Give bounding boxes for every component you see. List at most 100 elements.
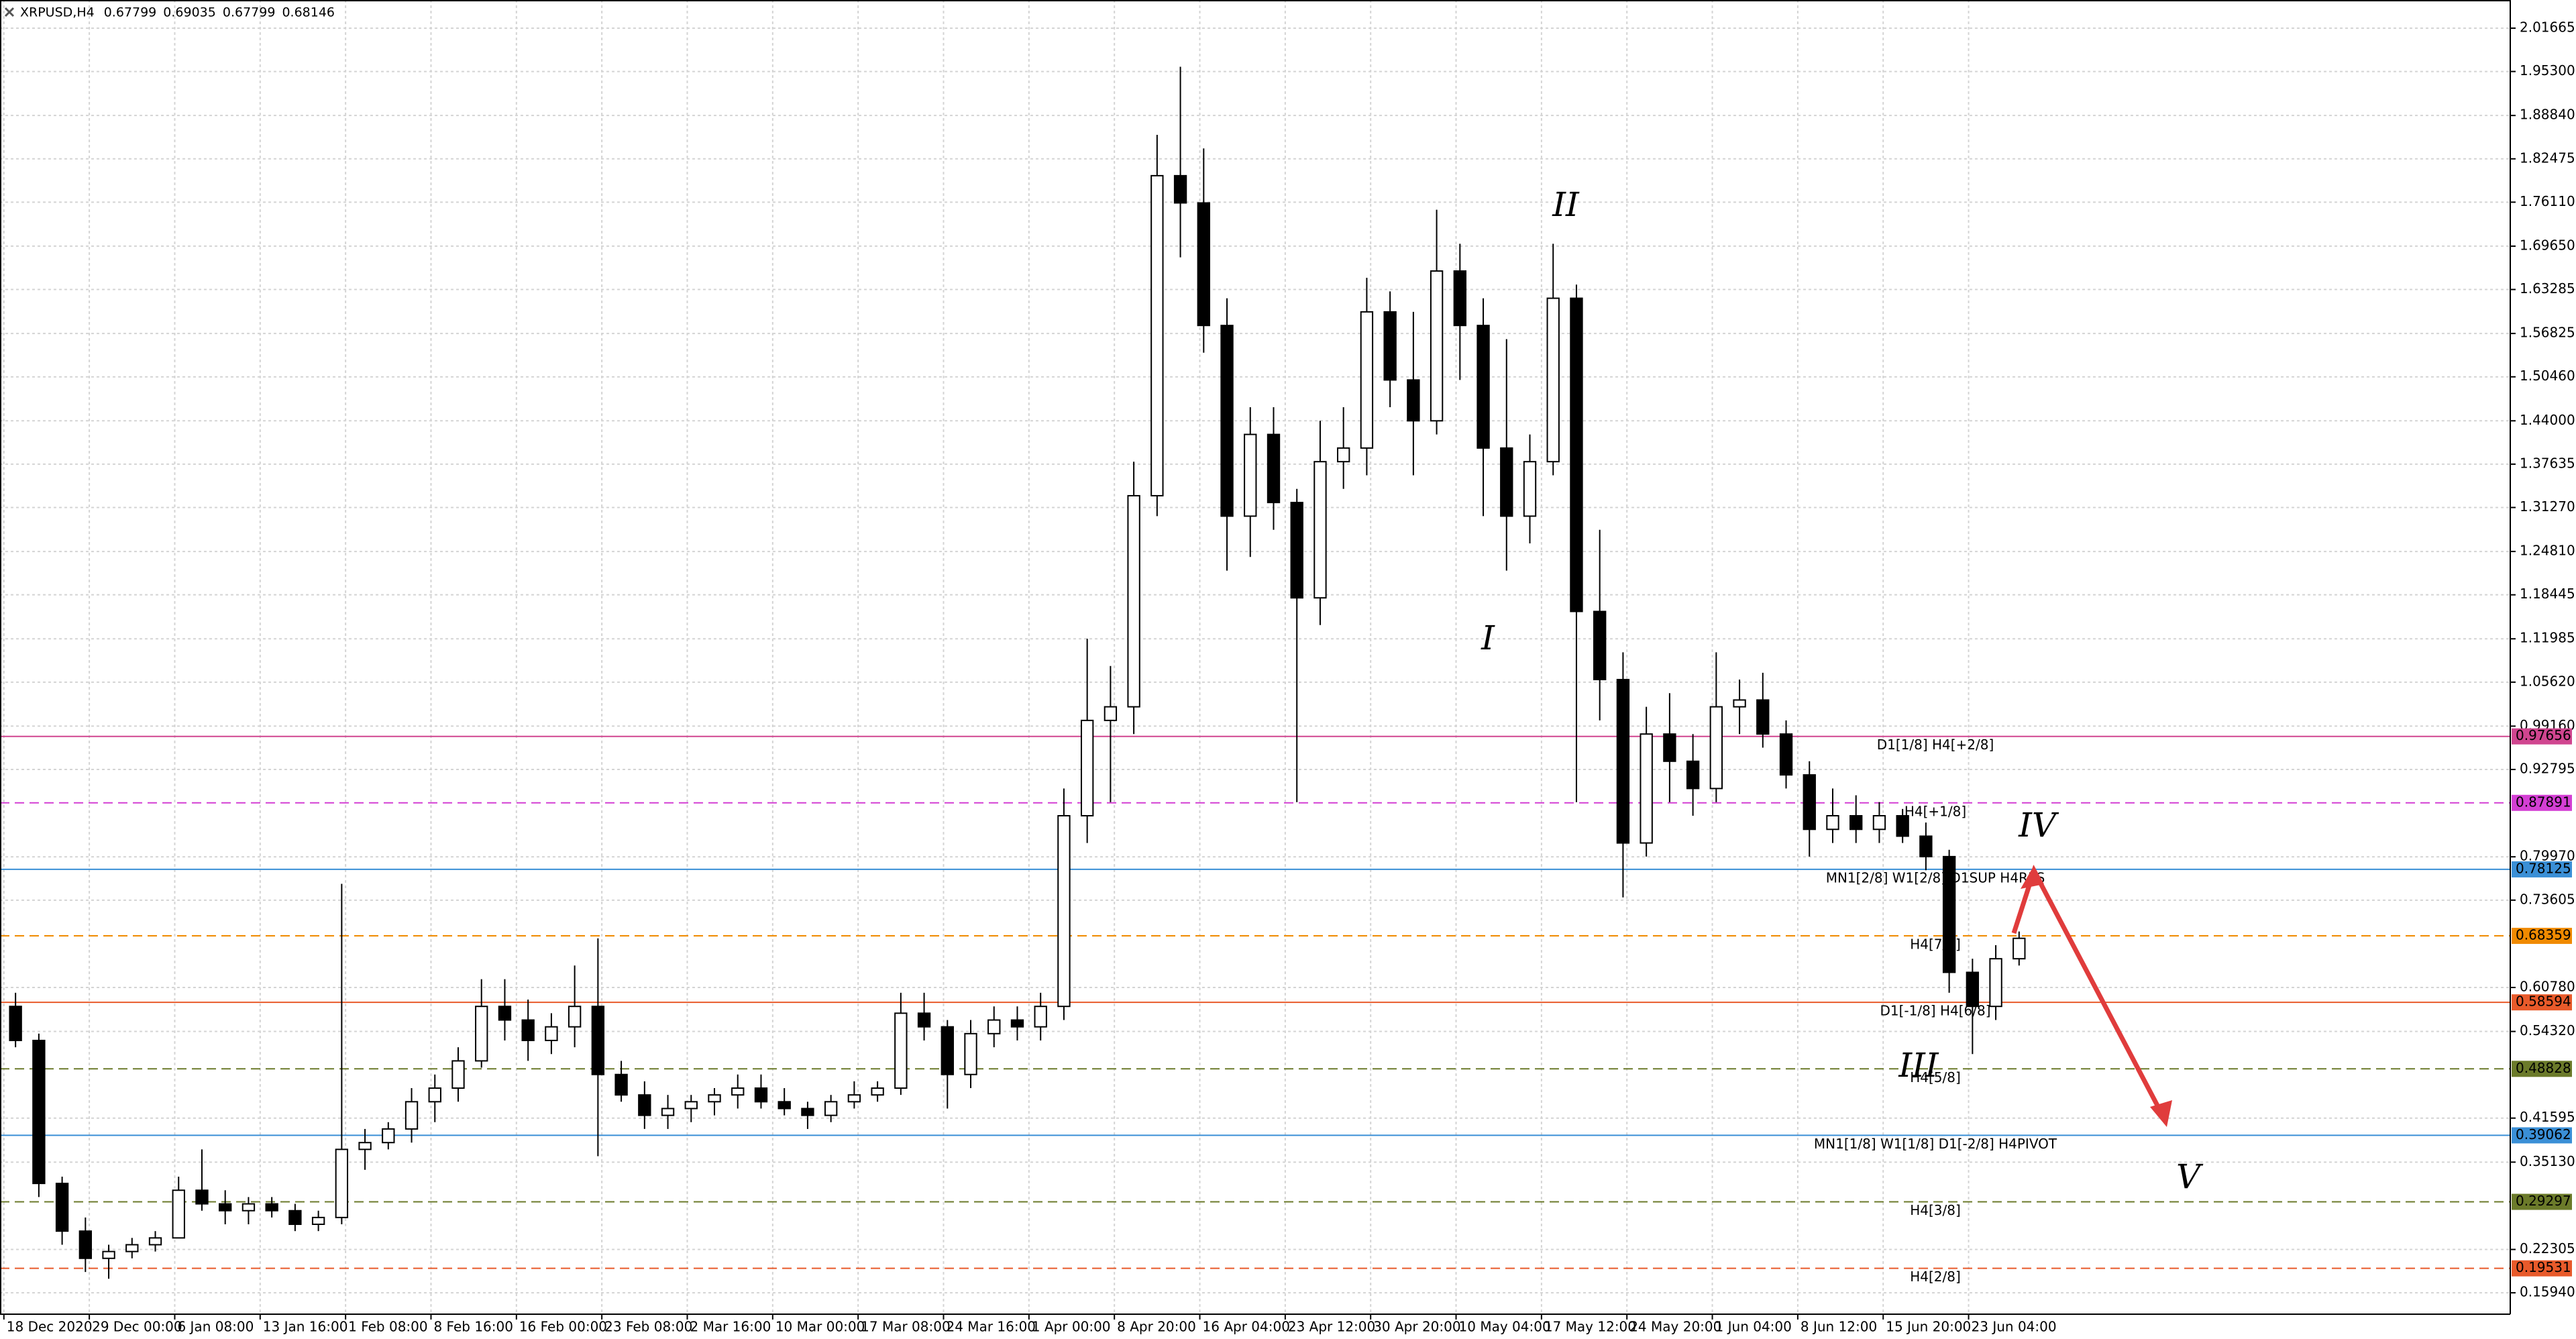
x-tick-label: 23 Apr 12:00	[1288, 1319, 1375, 1335]
close-icon	[4, 7, 15, 17]
candle-body	[1872, 815, 1886, 831]
candle-body	[358, 1142, 372, 1150]
candle-body	[172, 1189, 185, 1239]
price-tag	[2512, 728, 2572, 745]
candle-body	[195, 1189, 209, 1205]
price-tag	[2512, 928, 2572, 945]
quote: 0.67799	[223, 5, 276, 20]
x-tick-label: 29 Dec 00:00	[92, 1319, 182, 1335]
x-tick-label: 1 Jun 04:00	[1715, 1319, 1792, 1335]
y-tick-label: 1.63285	[2520, 280, 2575, 297]
candle-body	[1336, 447, 1350, 463]
y-tick-label: 2.01665	[2520, 19, 2575, 35]
x-tick-label: 15 Jun 20:00	[1886, 1319, 1971, 1335]
candle-body	[9, 1006, 22, 1041]
x-tick-label: 23 Jun 04:00	[1972, 1319, 2057, 1335]
level-label: MN1[1/8] W1[1/8] D1[-2/8] H4PIVOT	[1814, 1136, 2057, 1152]
x-tick-label: 1 Feb 08:00	[348, 1319, 428, 1335]
candle-body	[78, 1230, 93, 1259]
y-tick-label: 1.11985	[2520, 630, 2575, 646]
price-tag-label: 0.48828	[2516, 1060, 2571, 1076]
y-tick-label: 0.60780	[2520, 978, 2575, 994]
y-tick-label: 1.44000	[2520, 412, 2575, 428]
candle-body	[708, 1094, 721, 1103]
candle-body	[847, 1094, 861, 1103]
y-tick-label: 0.79970	[2520, 848, 2575, 864]
candle-body	[591, 1006, 605, 1075]
y-tick-label: 1.31270	[2520, 498, 2575, 515]
candle-body	[1453, 270, 1467, 327]
y-tick-label: 1.05620	[2520, 673, 2575, 689]
y-tick-label: 0.92795	[2520, 761, 2575, 777]
x-tick-label: 10 May 04:00	[1459, 1319, 1551, 1335]
candle-body	[894, 1012, 908, 1089]
price-tag-label: 0.87891	[2516, 794, 2571, 810]
candle-body	[801, 1108, 814, 1116]
wave-label: I	[1481, 619, 1495, 657]
candle-body	[55, 1183, 69, 1232]
y-tick-label: 0.73605	[2520, 891, 2575, 907]
x-tick-label: 23 Feb 08:00	[604, 1319, 692, 1335]
wave-label: III	[1898, 1046, 1939, 1085]
price-tag-label: 0.78125	[2516, 860, 2571, 876]
price-tag	[2512, 994, 2572, 1011]
arrow-head	[2150, 1100, 2172, 1127]
candle-body	[1593, 610, 1607, 680]
candle-body	[1546, 297, 1560, 463]
quote: 0.69035	[163, 5, 216, 20]
candle-body	[1313, 461, 1327, 599]
x-tick-label: 16 Apr 04:00	[1203, 1319, 1290, 1335]
price-tag	[2512, 1260, 2572, 1277]
candle-body	[1407, 379, 1420, 422]
candle-body	[638, 1094, 651, 1116]
candle-body	[1709, 706, 1723, 790]
axes: 2.01665 1.95300 1.88840 1.82475 1.76110 1.696…	[3, 19, 2575, 1335]
candle-body	[614, 1073, 628, 1096]
time-axis-panel	[0, 1314, 2576, 1339]
price-tag	[2512, 1061, 2572, 1077]
x-tick-label: 16 Feb 00:00	[519, 1319, 607, 1335]
candle-body	[498, 1006, 512, 1021]
candle-body	[1640, 733, 1653, 844]
x-tick-label: 13 Jan 16:00	[263, 1319, 348, 1335]
y-tick-label: 1.50460	[2520, 368, 2575, 384]
wave-label: V	[2176, 1157, 2204, 1196]
price-axis-panel	[2510, 0, 2576, 1339]
price-tag-label: 0.68359	[2516, 927, 2571, 943]
candle-body	[917, 1012, 931, 1028]
candle-body	[987, 1019, 1001, 1034]
level-label: D1[1/8] H4[+2/8]	[1877, 737, 1994, 753]
price-tag-label: 0.29297	[2516, 1193, 2571, 1209]
y-tick-label: 0.54320	[2520, 1022, 2575, 1038]
x-tick-label: 2 Mar 16:00	[690, 1319, 771, 1335]
candle-body	[125, 1244, 139, 1252]
candle-body	[288, 1210, 302, 1226]
candle-body	[1570, 297, 1583, 612]
x-tick-label: 24 May 20:00	[1629, 1319, 1721, 1335]
candle-body	[754, 1087, 768, 1103]
candle-body	[1244, 433, 1257, 517]
candle-body	[265, 1203, 278, 1212]
level-label: MN1[2/8] W1[2/8] D1SUP H4RES	[1826, 869, 2045, 886]
candle-body	[1616, 678, 1630, 844]
candle-body	[1779, 733, 1793, 776]
candle-body	[1010, 1019, 1024, 1028]
arrow-head	[2021, 865, 2044, 889]
candle-body	[1104, 706, 1118, 721]
candle-body	[1756, 699, 1770, 735]
candle-body	[1197, 202, 1210, 327]
candle-body	[451, 1060, 465, 1089]
candle-body	[1523, 461, 1537, 517]
wave-label: IV	[2018, 806, 2059, 845]
price-tag-label: 0.19531	[2516, 1259, 2571, 1275]
candle-body	[1383, 311, 1397, 381]
candle-body	[1686, 760, 1700, 790]
candle-body	[1127, 494, 1140, 708]
level-label: H4[+1/8]	[1904, 803, 1966, 819]
candle-body	[941, 1026, 954, 1075]
x-tick-label: 1 Apr 00:00	[1032, 1319, 1111, 1335]
